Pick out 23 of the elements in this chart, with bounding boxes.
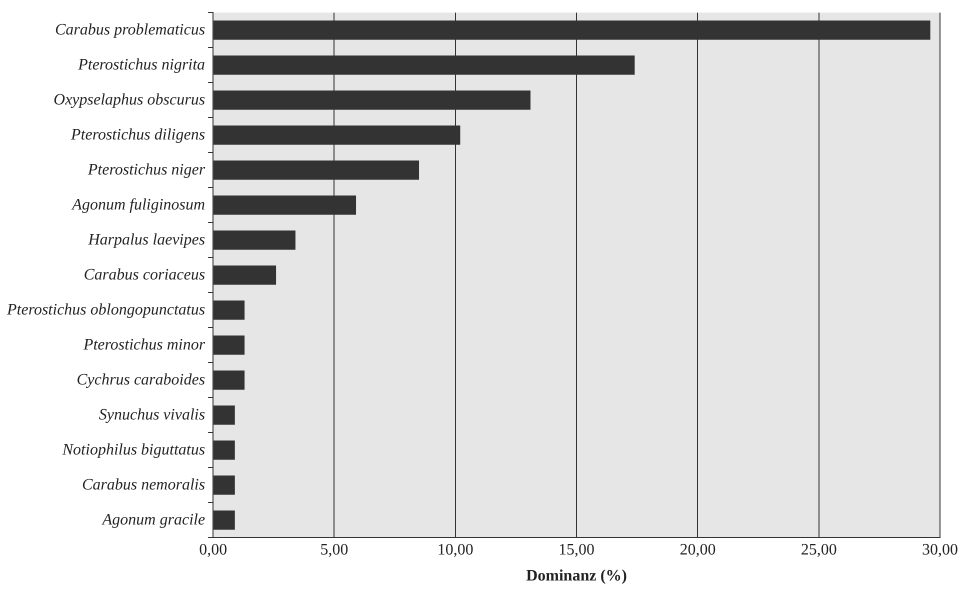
y-tick-label: Harpalus laevipes xyxy=(87,231,206,248)
x-tick-label: 0,00 xyxy=(199,541,228,558)
x-tick-label: 5,00 xyxy=(320,541,348,558)
y-tick-label: Pterostichus niger xyxy=(86,161,206,178)
y-tick-label: Agonum gracile xyxy=(101,511,206,528)
x-axis-title: Dominanz (%) xyxy=(526,568,627,585)
x-tick-label: 15,00 xyxy=(558,541,595,558)
x-tick-label: 20,00 xyxy=(680,541,716,558)
y-tick-label: Synuchus vivalis xyxy=(98,406,206,424)
y-tick-label: Pterostichus oblongopunctatus xyxy=(6,301,206,318)
x-tick-label: 30,00 xyxy=(922,541,958,558)
x-tick-label: 25,00 xyxy=(800,541,837,558)
y-tick-label: Cychrus caraboides xyxy=(76,371,206,388)
y-tick-label: Pterostichus minor xyxy=(82,336,206,354)
x-tick-label: 10,00 xyxy=(437,541,474,558)
y-tick-label: Carabus coriaceus xyxy=(84,266,206,284)
y-tick-label: Agonum fuliginosum xyxy=(71,196,206,214)
y-tick-label: Carabus problematicus xyxy=(54,21,206,38)
y-tick-label: Pterostichus diligens xyxy=(70,126,206,144)
y-tick-label: Carabus nemoralis xyxy=(82,476,206,494)
y-tick-label: Pterostichus nigrita xyxy=(77,56,206,74)
y-tick-label: Oxypselaphus obscurus xyxy=(54,91,206,108)
y-tick-label: Notiophilus biguttatus xyxy=(61,441,206,458)
